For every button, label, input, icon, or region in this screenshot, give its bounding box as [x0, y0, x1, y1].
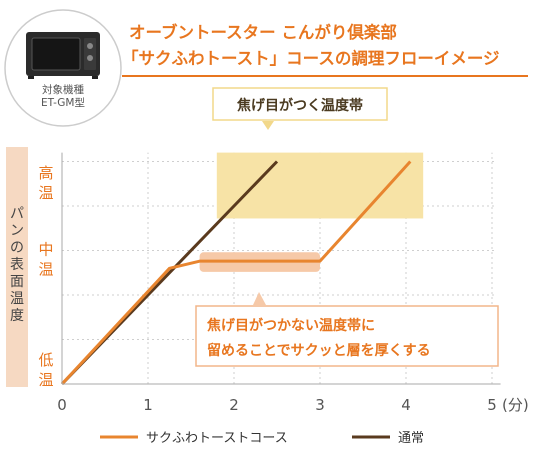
product-caption-line1: 対象機種: [42, 83, 84, 96]
y-category-label: 高温: [38, 164, 53, 202]
y-category-char: 温: [38, 184, 53, 202]
x-tick-label: 4: [401, 396, 411, 414]
y-category-char: 温: [38, 371, 53, 389]
mid-band-label-line1: 焦げ目がつかない温度帯に: [206, 317, 375, 334]
title-line1: オーブントースター こんがり倶楽部: [129, 22, 397, 42]
high-temp-band: [216, 152, 424, 219]
mid-band-callout: [195, 292, 499, 367]
y-category-char: 高: [38, 164, 53, 182]
x-tick-label: 0: [57, 396, 67, 414]
ylabel-char: パ: [10, 206, 24, 222]
high-band-label: 焦げ目がつく温度帯: [236, 97, 363, 114]
series: [60, 160, 412, 386]
y-category-label: 中温: [38, 241, 53, 279]
legend-label-orange: サクふわトーストコース: [146, 431, 288, 446]
ylabel-char: 面: [10, 274, 24, 290]
high-band-callout: [212, 87, 388, 130]
y-category-char: 低: [38, 351, 53, 369]
y-category-char: 温: [38, 261, 53, 279]
legend-label-dark: 通常: [398, 431, 424, 446]
x-tick-label: 3: [315, 396, 325, 414]
ylabel-char: 度: [10, 308, 24, 324]
title-line2: 「サクふわトースト」コースの調理フローイメージ: [122, 48, 500, 68]
ylabel-char: の: [10, 240, 24, 256]
x-axis: 0 1 2 3 4 5 (分): [57, 152, 529, 414]
legend: サクふわトーストコース 通常: [100, 431, 424, 446]
ylabel-char: 温: [10, 291, 24, 307]
x-tick-label: 1: [143, 396, 153, 414]
y-category-char: 中: [38, 241, 53, 259]
series-line-sakufuwa: [60, 160, 412, 386]
x-tick-label: 5: [487, 396, 497, 414]
y-category-label: 低温: [38, 351, 53, 389]
product-caption-line2: ET-GM型: [41, 96, 85, 109]
ylabel-char: 表: [10, 257, 24, 273]
x-axis-unit: (分): [502, 396, 529, 414]
toaster-image: [4, 9, 122, 127]
x-tick-label: 2: [229, 396, 239, 414]
bands: [199, 152, 424, 272]
ylabel-box: [6, 147, 28, 387]
ylabel-char: ン: [10, 223, 24, 239]
mid-band-label-line2: 留めることでサクッと層を厚くする: [207, 342, 431, 359]
